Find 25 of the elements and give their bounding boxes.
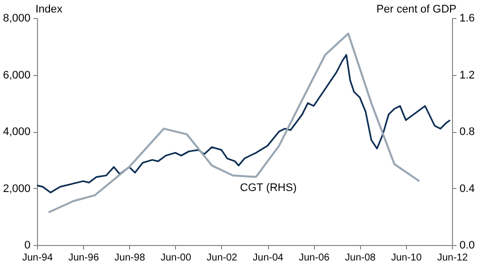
y2-tick-label: 1.6 (460, 12, 475, 24)
x-tick-label: Jun-02 (206, 252, 238, 264)
line-series (48, 32, 420, 214)
y2-tick-label: 0.8 (460, 126, 475, 138)
line-series (36, 54, 451, 194)
x-tick-label: Jun-10 (391, 252, 422, 264)
y-tick-label: 0 (24, 240, 30, 252)
x-tick-label: Jun-94 (22, 252, 54, 264)
y-tick-label: 8,000 (2, 12, 30, 24)
x-tick-label: Jun-08 (344, 252, 376, 264)
x-tick-label: Jun-98 (114, 252, 146, 264)
y-axis-title: Index (36, 4, 63, 16)
x-tick-label: Jun-06 (298, 252, 330, 264)
x-tick-label: Jun-00 (160, 252, 192, 264)
y-tick-label: 4,000 (2, 126, 30, 138)
x-tick-label: Jun-96 (68, 252, 100, 264)
y2-tick-label: 0.0 (460, 240, 475, 252)
y2-axis-title: Per cent of GDP (376, 4, 456, 16)
series-label: CGT (RHS) (240, 182, 297, 194)
y-tick-label: 2,000 (2, 182, 30, 195)
y2-tick-label: 0.4 (460, 182, 475, 195)
x-tick-label: Jun-04 (252, 252, 284, 264)
y2-tick-label: 1.2 (460, 69, 475, 82)
y-tick-label: 6,000 (2, 69, 30, 82)
x-tick-label: Jun-12 (437, 252, 468, 264)
